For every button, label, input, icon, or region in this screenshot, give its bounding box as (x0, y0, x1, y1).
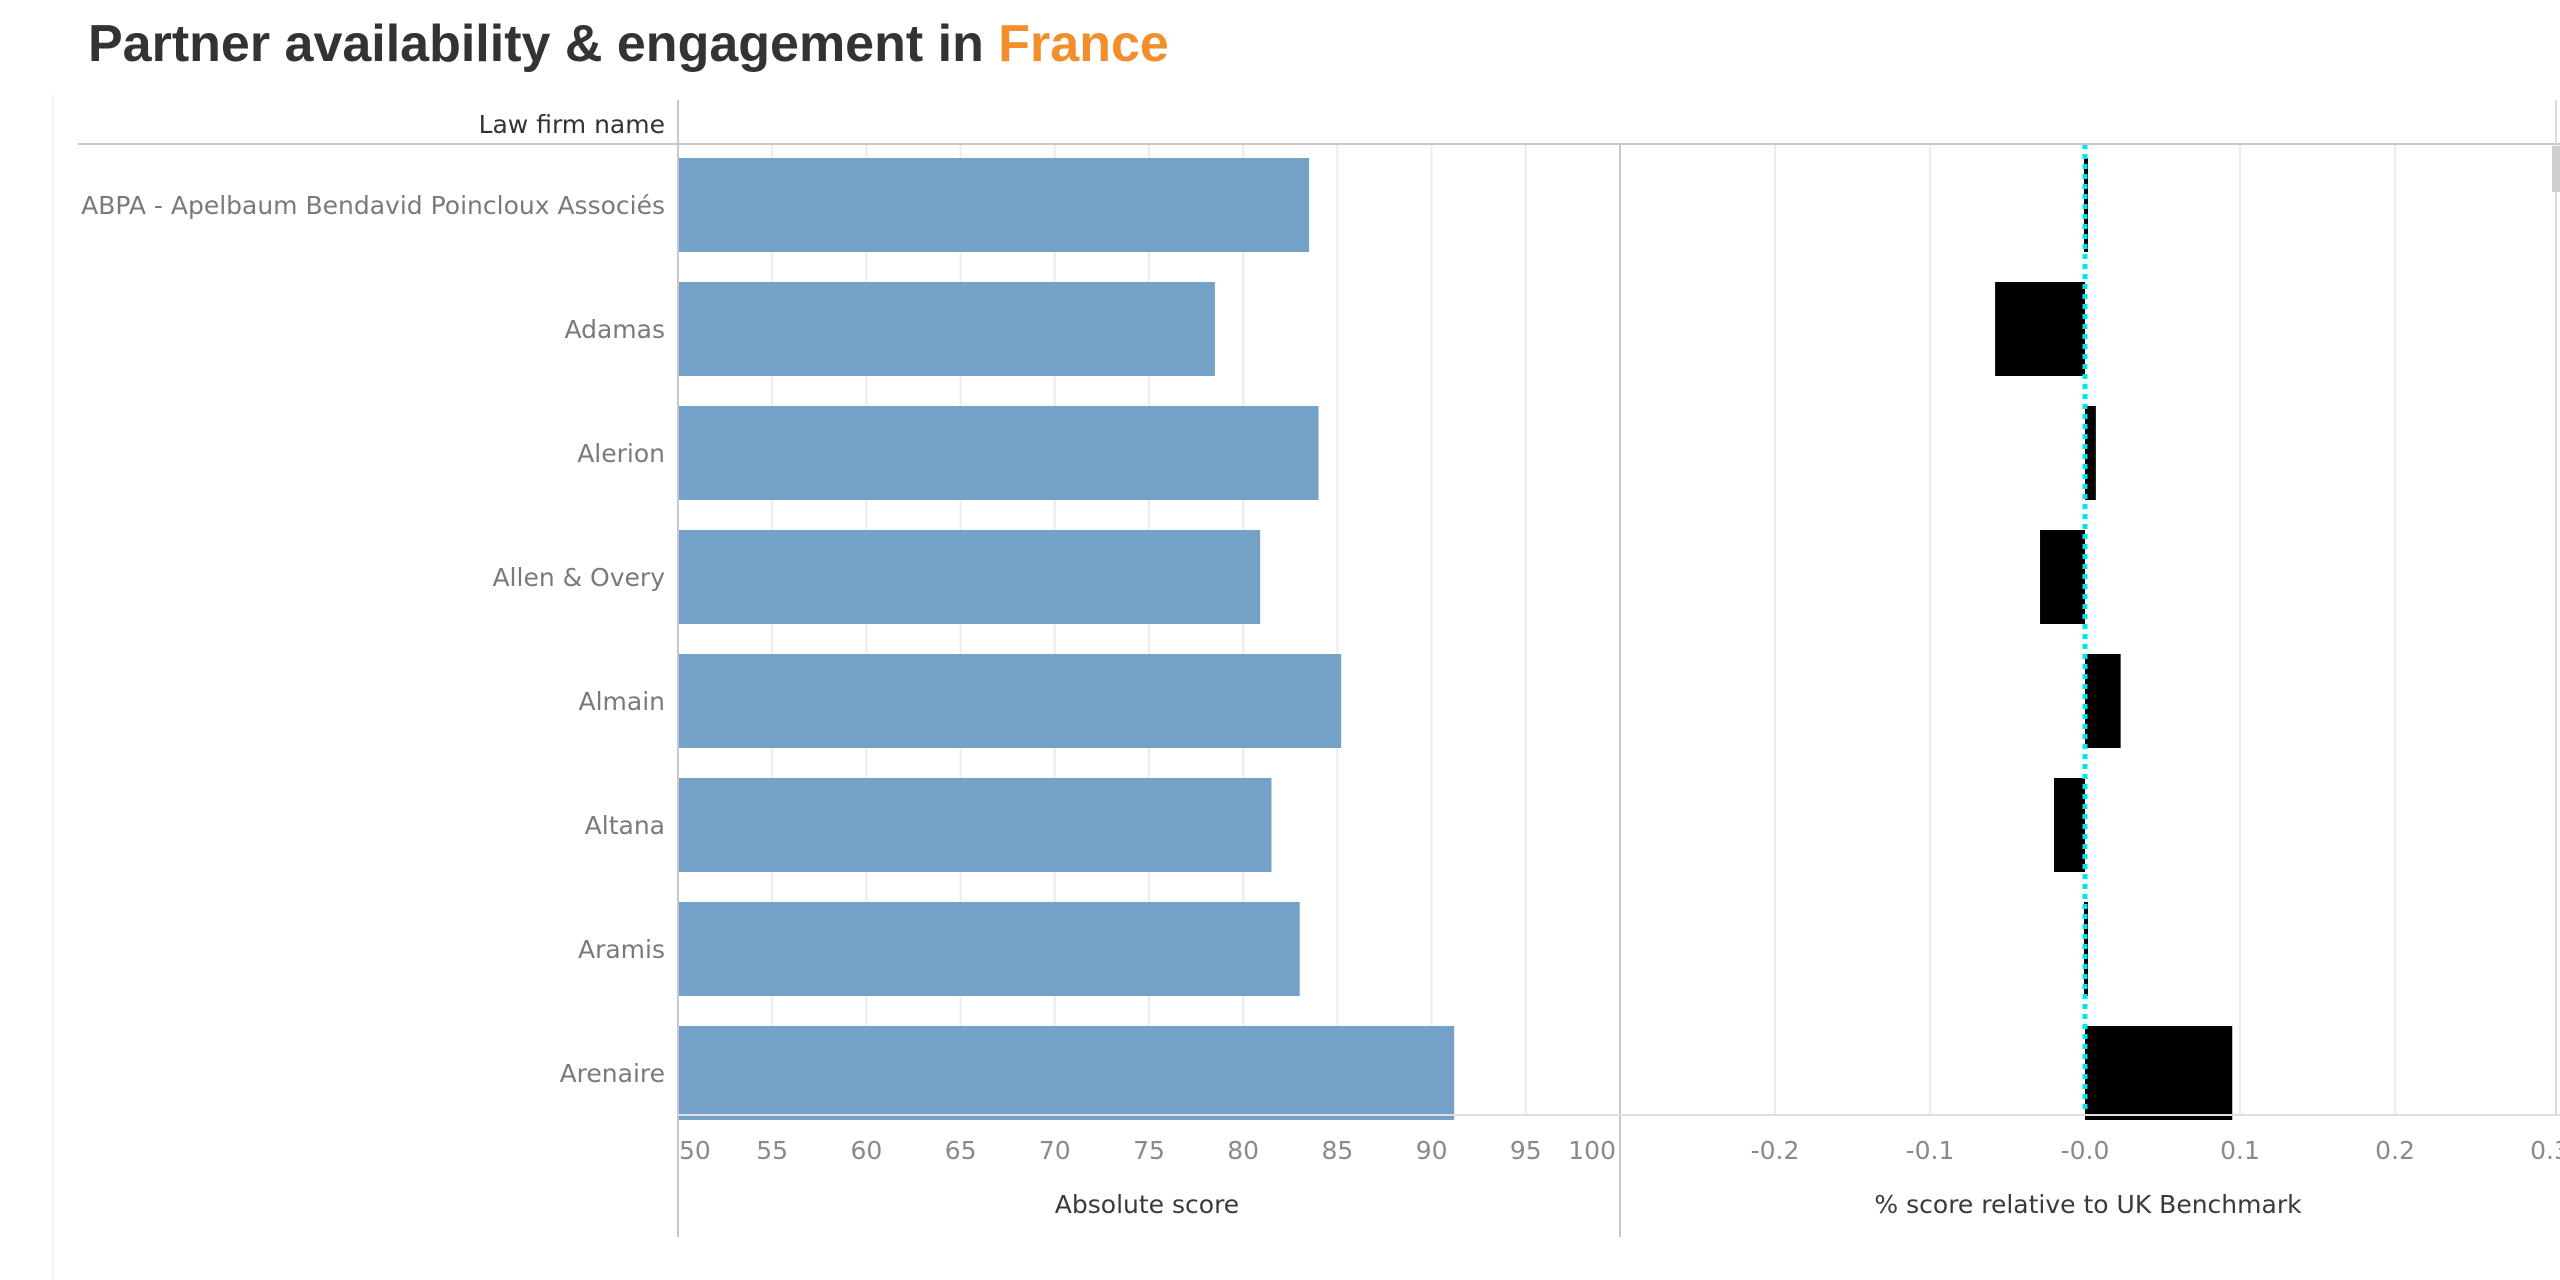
tick-label-absolute: 70 (1039, 1136, 1071, 1165)
bar-absolute (678, 902, 1300, 996)
page-title: Partner availability & engagement in Fra… (88, 14, 1169, 74)
tick-label-absolute: 80 (1227, 1136, 1259, 1165)
bar-relative (2054, 778, 2085, 872)
axis-ticks: 50 55 60 65 70 75 80 85 90 95 100 -0.2 -0.1 -0.0 0.1 0.… (679, 1136, 2560, 1165)
tick-label-absolute: 90 (1416, 1136, 1448, 1165)
bar-absolute (678, 530, 1261, 624)
tick-label-absolute: 50 (679, 1136, 711, 1165)
axis-title-absolute: Absolute score (1055, 1190, 1239, 1219)
bar-relative (2040, 530, 2085, 624)
tick-label-absolute: 60 (850, 1136, 882, 1165)
tick-label-absolute: 65 (945, 1136, 977, 1165)
title-country: France (998, 15, 1169, 73)
bar-absolute (678, 778, 1272, 872)
row-label: Adamas (564, 315, 665, 344)
tick-label-relative: -0.2 (1751, 1136, 1800, 1165)
chart-frame (78, 100, 2560, 1237)
tick-label-relative: 0.1 (2220, 1136, 2260, 1165)
scrollbar-thumb[interactable] (2552, 146, 2560, 192)
bar-relative (1995, 282, 2085, 376)
bar-absolute (678, 158, 1310, 252)
bar-relative (2085, 1026, 2233, 1120)
relative-bars (1995, 144, 2233, 1120)
tick-label-absolute: 100 (1568, 1136, 1616, 1165)
axis-title-relative: % score relative to UK Benchmark (1874, 1190, 2302, 1219)
left-border-rule (52, 95, 54, 1280)
tick-label-absolute: 95 (1510, 1136, 1542, 1165)
bar-absolute (678, 282, 1215, 376)
row-label: Alerion (577, 439, 665, 468)
row-label: Altana (585, 811, 665, 840)
tick-label-relative: -0.0 (2061, 1136, 2110, 1165)
row-label: Allen & Overy (492, 563, 665, 592)
tick-label-relative: 0.2 (2375, 1136, 2415, 1165)
absolute-bars (678, 158, 1455, 1120)
row-label: Almain (578, 687, 665, 716)
bar-relative (2085, 406, 2096, 500)
title-prefix: Partner availability & engagement in (88, 15, 999, 73)
bar-absolute (678, 654, 1342, 748)
tick-label-absolute: 75 (1133, 1136, 1165, 1165)
tick-label-absolute: 85 (1321, 1136, 1353, 1165)
row-header-label: Law firm name (479, 110, 665, 139)
row-labels: ABPA - Apelbaum Bendavid Poincloux Assoc… (81, 191, 665, 1088)
bar-absolute (678, 406, 1319, 500)
bar-relative (2085, 654, 2121, 748)
row-label: ABPA - Apelbaum Bendavid Poincloux Assoc… (81, 191, 665, 220)
row-label: Aramis (578, 935, 665, 964)
tick-label-relative: 0.3 (2530, 1136, 2560, 1165)
row-label: Arenaire (560, 1059, 665, 1088)
tick-label-relative: -0.1 (1906, 1136, 1955, 1165)
tick-label-absolute: 55 (756, 1136, 788, 1165)
bar-absolute (678, 1026, 1455, 1120)
